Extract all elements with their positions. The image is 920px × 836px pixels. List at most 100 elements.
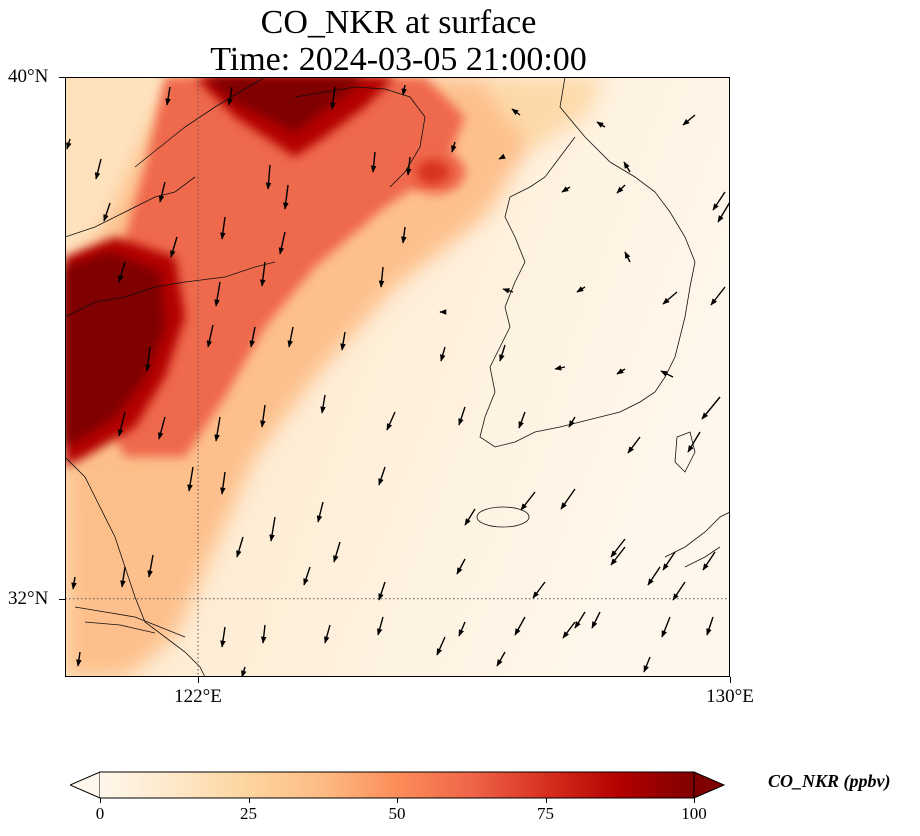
- wind-arrow: [260, 624, 267, 644]
- wind-arrow: [712, 191, 726, 211]
- wind-arrow: [643, 656, 651, 673]
- coastlines: [65, 77, 730, 677]
- wind-arrow: [514, 616, 526, 636]
- lat-tick-label: 40°N: [8, 66, 49, 87]
- map-subtitle-time: Time: 2024-03-05 21:00:00: [210, 41, 587, 78]
- wind-arrow: [220, 216, 226, 240]
- wind-arrow: [278, 231, 286, 255]
- gridlines: [65, 77, 730, 677]
- wind-arrow: [561, 186, 571, 193]
- wind-arrow: [401, 84, 407, 96]
- wind-arrow: [702, 551, 716, 571]
- wind-arrow: [260, 261, 266, 287]
- wind-arrow: [376, 616, 384, 636]
- wind-arrow: [660, 370, 674, 378]
- wind-arrow: [511, 108, 521, 116]
- lon-tick-mark: [198, 677, 199, 683]
- wind-arrow: [378, 266, 385, 288]
- wind-arrow: [710, 286, 726, 306]
- wind-arrow: [576, 286, 586, 293]
- wind-arrow: [627, 436, 641, 454]
- wind-arrow: [66, 138, 72, 150]
- wind-arrow: [378, 581, 386, 601]
- wind-arrow: [214, 416, 221, 442]
- colorbar-title: CO_NKR (ppbv): [768, 771, 891, 791]
- wind-arrow: [370, 151, 377, 173]
- wind-arrow: [458, 621, 466, 637]
- wind-arrow: [269, 516, 276, 542]
- lat-tick-label: 32°N: [8, 587, 49, 609]
- wind-arrow: [464, 508, 476, 526]
- colorbar-tick-mark: [248, 798, 250, 803]
- colorbar-graphic: [68, 771, 726, 799]
- wind-arrow: [103, 202, 111, 222]
- wind-arrow: [265, 164, 272, 190]
- wind-arrow: [260, 404, 266, 428]
- wind-arrow: [316, 501, 324, 523]
- colorbar-min-extend: [68, 771, 101, 799]
- wind-arrow: [401, 226, 407, 244]
- colorbar: [68, 768, 726, 802]
- colorbar-tick-label: 50: [388, 804, 406, 823]
- wind-arrow: [498, 153, 506, 160]
- wind-arrow: [165, 86, 171, 106]
- wind-arrow: [687, 431, 701, 453]
- colorbar-max-extend: [693, 771, 726, 799]
- wind-arrow: [661, 616, 671, 638]
- wind-arrow: [214, 281, 221, 307]
- lon-tick-label: 130°E: [706, 686, 754, 707]
- wind-arrow: [323, 624, 331, 644]
- wind-arrow: [662, 291, 678, 305]
- wind-arrow: [610, 538, 626, 558]
- wind-arrow: [496, 651, 506, 667]
- map-panel: [65, 77, 730, 677]
- wind-arrow: [118, 261, 126, 283]
- wind-arrow: [147, 554, 154, 578]
- wind-arrow: [236, 536, 244, 558]
- wind-arrow: [662, 551, 676, 571]
- wind-arrow: [568, 416, 576, 428]
- wind-arrow: [717, 201, 730, 223]
- wind-arrow: [320, 394, 326, 414]
- wind-arrow: [145, 346, 151, 372]
- colorbar-tick-label: 25: [240, 804, 257, 823]
- wind-vectors: [66, 84, 730, 677]
- wind-arrow: [532, 581, 546, 599]
- wind-arrow: [249, 326, 256, 348]
- colorbar-tick-label: 75: [537, 804, 554, 823]
- wind-arrow: [386, 411, 396, 431]
- wind-arrow: [333, 541, 341, 563]
- wind-arrow: [624, 251, 631, 263]
- wind-arrow: [616, 184, 626, 194]
- wind-arrow: [682, 114, 696, 126]
- wind-arrow: [436, 636, 446, 656]
- colorbar-tick-mark: [545, 798, 547, 803]
- wind-arrow: [283, 184, 289, 210]
- wind-arrow: [647, 566, 661, 586]
- wind-arrow: [158, 181, 166, 203]
- wind-arrow: [458, 406, 466, 426]
- map-frame-border: [65, 77, 730, 677]
- wind-arrow: [596, 121, 606, 128]
- lon-tick-label: 122°E: [174, 686, 222, 707]
- wind-arrow: [287, 326, 294, 348]
- wind-arrow: [574, 611, 586, 629]
- wind-arrow: [502, 288, 514, 294]
- wind-arrow: [499, 344, 506, 362]
- wind-arrow: [560, 488, 576, 510]
- wind-arrow: [206, 324, 214, 348]
- concentration-field: [65, 77, 730, 677]
- lon-tick-mark: [730, 677, 731, 683]
- wind-arrow: [241, 666, 247, 677]
- wind-arrow: [94, 158, 102, 180]
- wind-arrow: [157, 416, 166, 440]
- colorbar-gradient: [100, 772, 694, 798]
- wind-arrow: [303, 566, 311, 586]
- wind-arrow: [672, 581, 686, 601]
- colorbar-tick-label: 0: [95, 804, 105, 823]
- wind-arrow: [562, 621, 576, 639]
- wind-arrow: [340, 331, 346, 351]
- colorbar-tick-mark: [694, 798, 695, 803]
- lat-tick-mark: [59, 77, 65, 78]
- wind-arrow: [518, 411, 526, 429]
